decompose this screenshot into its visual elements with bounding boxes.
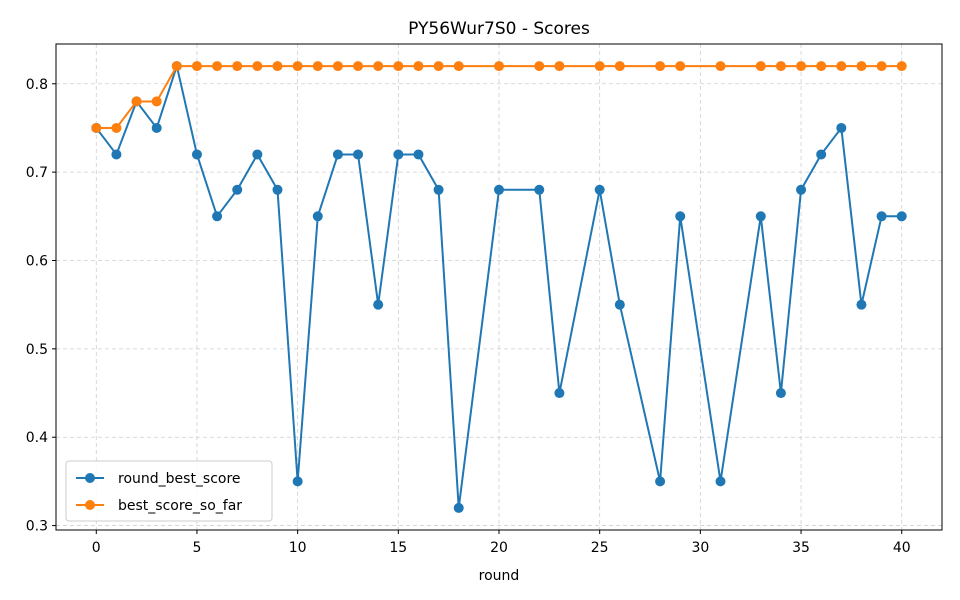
data-point [614, 61, 625, 72]
legend-swatch-marker [85, 500, 95, 510]
data-point [675, 211, 686, 222]
data-point [856, 299, 867, 310]
y-tick-label: 0.7 [26, 165, 48, 181]
data-point [252, 149, 263, 160]
data-point [715, 476, 726, 487]
data-point [232, 184, 243, 195]
data-point [111, 149, 122, 160]
data-point [373, 61, 384, 72]
data-point [876, 61, 887, 72]
data-point [856, 61, 867, 72]
data-point [252, 61, 263, 72]
y-tick-label: 0.3 [26, 519, 48, 535]
legend-label: round_best_score [118, 471, 241, 487]
data-point [594, 61, 605, 72]
data-point [292, 476, 303, 487]
data-point [413, 61, 424, 72]
data-point [675, 61, 686, 72]
data-point [534, 184, 545, 195]
y-tick-label: 0.6 [26, 253, 48, 269]
data-point [775, 388, 786, 399]
legend-swatch-marker [85, 473, 95, 483]
data-point [775, 61, 786, 72]
data-point [715, 61, 726, 72]
y-tick-label: 0.8 [26, 77, 48, 93]
data-point [212, 211, 223, 222]
data-point [655, 476, 666, 487]
data-point [353, 149, 364, 160]
legend: round_best_score best_score_so_far [65, 460, 273, 522]
data-point [433, 184, 444, 195]
data-point [554, 388, 565, 399]
data-point [755, 61, 766, 72]
grid [56, 44, 942, 530]
data-point [111, 122, 122, 133]
data-point [494, 61, 504, 72]
chart-title: PY56Wur7S0 - Scores [408, 19, 590, 39]
x-tick-label: 25 [591, 540, 609, 556]
data-point [272, 184, 283, 195]
data-point [494, 184, 504, 195]
data-point [312, 211, 323, 222]
data-point [755, 211, 766, 222]
data-point [896, 211, 907, 222]
data-point [796, 61, 807, 72]
y-tick-label: 0.4 [26, 430, 48, 446]
x-tick-label: 20 [490, 540, 508, 556]
data-point [272, 61, 283, 72]
x-tick-label: 30 [691, 540, 709, 556]
data-point [836, 61, 847, 72]
data-point [212, 61, 223, 72]
x-tick-label: 15 [389, 540, 407, 556]
y-tick-label: 0.5 [26, 342, 48, 358]
data-point [393, 149, 404, 160]
data-point [796, 184, 807, 195]
x-tick-label: 40 [893, 540, 911, 556]
data-point [453, 502, 464, 513]
data-point [816, 61, 827, 72]
x-tick-label: 5 [192, 540, 201, 556]
data-point [232, 61, 243, 72]
data-point [91, 122, 102, 133]
data-point [554, 61, 565, 72]
data-point [534, 61, 545, 72]
data-point [151, 122, 162, 133]
data-point [816, 149, 827, 160]
data-point [836, 122, 847, 133]
legend-label: best_score_so_far [118, 498, 242, 514]
data-point [393, 61, 404, 72]
x-tick-label: 0 [92, 540, 101, 556]
x-tick-label: 10 [289, 540, 307, 556]
data-point [353, 61, 364, 72]
x-tick-label: 35 [792, 540, 810, 556]
data-point [191, 149, 202, 160]
data-point [292, 61, 303, 72]
y-axis: 0.3 0.4 0.5 0.6 0.7 0.8 [26, 77, 56, 535]
data-point [413, 149, 424, 160]
data-point [171, 61, 182, 72]
data-point [453, 61, 464, 72]
data-point [312, 61, 323, 72]
x-axis: 0 5 10 15 20 25 30 35 40 [92, 530, 911, 556]
data-point [332, 61, 343, 72]
data-point [191, 61, 202, 72]
x-axis-label: round [479, 568, 520, 584]
data-point [332, 149, 343, 160]
data-point [614, 299, 625, 310]
data-point [876, 211, 887, 222]
data-point [896, 61, 907, 72]
data-point [131, 96, 142, 107]
legend-box [65, 460, 273, 522]
series-layer [91, 61, 907, 513]
data-point [151, 96, 162, 107]
data-point [433, 61, 444, 72]
data-point [373, 299, 384, 310]
series-best-score-so-far [91, 61, 907, 133]
data-point [594, 184, 605, 195]
data-point [655, 61, 666, 72]
